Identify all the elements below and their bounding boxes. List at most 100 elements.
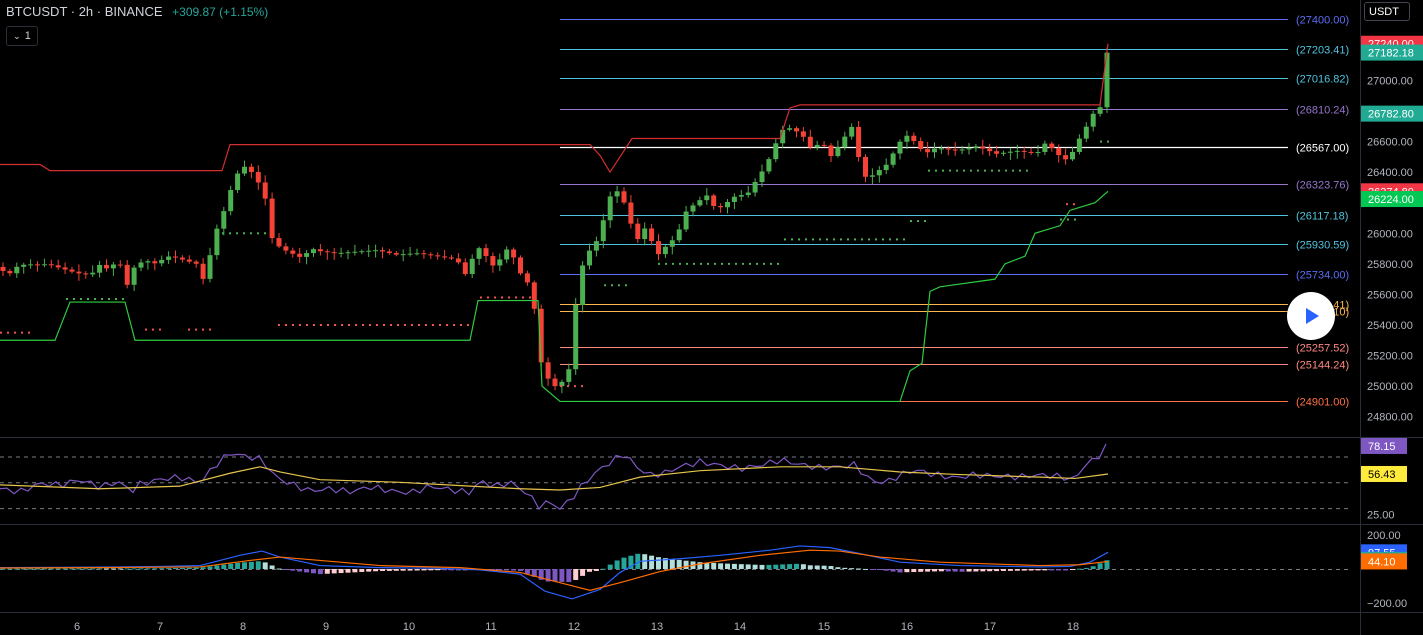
- macd-bar: [897, 569, 903, 573]
- candle-body: [476, 248, 482, 259]
- candle-body: [656, 241, 661, 255]
- candle-body: [1104, 52, 1110, 108]
- macd-bar: [214, 565, 220, 569]
- psar-dot-up: [679, 262, 681, 265]
- candle-body: [173, 256, 178, 258]
- candle-body: [373, 250, 379, 252]
- candle-body: [242, 166, 247, 174]
- macd-bar: [117, 568, 123, 570]
- level-label: (26567.00): [1296, 143, 1349, 155]
- psar-dot-down: [376, 324, 378, 326]
- candle-body: [117, 264, 123, 266]
- candle-body: [407, 253, 413, 255]
- candle-body: [449, 257, 454, 259]
- psar-dot-down: [0, 331, 2, 334]
- candle-body: [455, 258, 461, 263]
- psar-dot-down: [334, 324, 336, 326]
- psar-dot-up: [805, 238, 807, 241]
- candle-body: [911, 135, 917, 141]
- psar-dot-down: [390, 324, 392, 326]
- level-label: (25257.52): [1296, 343, 1349, 355]
- chevron-down-icon: ⌄: [13, 30, 21, 41]
- macd-bar: [48, 568, 54, 570]
- psar-dot-up: [94, 298, 96, 301]
- macd-bar: [207, 566, 213, 569]
- psar-dot-down: [515, 296, 517, 299]
- candle-body: [628, 202, 634, 224]
- macd-bar: [869, 569, 875, 570]
- symbol-label[interactable]: BTCUSDT · 2h · BINANCE: [6, 4, 163, 19]
- psar-dot-up: [1107, 140, 1109, 143]
- psar-dot-down: [159, 328, 161, 331]
- psar-dot-up: [770, 262, 772, 265]
- currency-button[interactable]: USDT: [1364, 2, 1410, 21]
- macd-bar: [980, 569, 986, 572]
- psar-dot-down: [285, 324, 287, 326]
- candle-body: [876, 170, 882, 176]
- macd-bar: [407, 569, 413, 571]
- psar-dot-up: [868, 238, 870, 241]
- level-label: (25734.00): [1296, 270, 1349, 282]
- candle-body: [621, 191, 627, 203]
- macd-bar: [952, 569, 958, 572]
- candle-body: [28, 264, 34, 266]
- time-tick-label: 12: [568, 621, 580, 633]
- candle-body: [897, 141, 903, 154]
- price-tick-label: 24800.00: [1367, 412, 1413, 424]
- psar-dot-down: [320, 324, 322, 326]
- macd-bar: [166, 568, 172, 570]
- candle-body: [945, 148, 951, 150]
- price-tick-label: 26400.00: [1367, 167, 1413, 179]
- psar-dot-up: [693, 262, 695, 265]
- candle-body: [435, 255, 441, 257]
- time-tick-label: 13: [651, 621, 663, 633]
- indicators-toggle-button[interactable]: ⌄ 1: [6, 26, 38, 46]
- macd-bar: [435, 569, 441, 571]
- macd-bar: [945, 569, 951, 572]
- candle-body: [952, 149, 958, 151]
- psar-dot-up: [115, 298, 117, 301]
- macd-bar: [752, 564, 758, 569]
- price-tick-label: 25600.00: [1367, 289, 1413, 301]
- macd-bar: [400, 569, 406, 571]
- macd-bar: [504, 569, 510, 571]
- macd-bar: [876, 569, 882, 570]
- psar-dot-down: [480, 296, 482, 299]
- macd-bar: [262, 562, 268, 569]
- candle-body: [731, 196, 737, 202]
- candle-body: [41, 264, 47, 266]
- candle-body: [345, 252, 351, 254]
- psar-dot-down: [467, 324, 469, 326]
- candle-body: [207, 255, 213, 279]
- macd-bar: [904, 569, 910, 573]
- psar-dot-down: [446, 324, 448, 326]
- psar-dot-down: [21, 331, 23, 334]
- play-button[interactable]: [1287, 292, 1335, 340]
- psar-dot-up: [665, 262, 667, 265]
- macd-bar: [856, 568, 862, 570]
- candle-body: [1049, 143, 1055, 148]
- macd-bar: [159, 568, 165, 570]
- candle-body: [145, 261, 151, 263]
- macd-bar: [393, 569, 399, 571]
- candle-body: [973, 146, 979, 148]
- psar-dot-down: [425, 324, 427, 326]
- psar-dot-down: [494, 296, 496, 299]
- macd-bar: [1042, 569, 1048, 571]
- macd-bar: [421, 569, 427, 571]
- candle-body: [124, 264, 130, 285]
- macd-bar: [552, 569, 558, 582]
- psar-dot-up: [625, 284, 627, 287]
- psar-dot-up: [935, 169, 937, 172]
- psar-dot-up: [686, 262, 688, 265]
- level-label: (27016.82): [1296, 74, 1349, 86]
- psar-dot-up: [714, 262, 716, 265]
- psar-dot-down: [581, 385, 583, 388]
- candle-body: [704, 195, 710, 201]
- macd-bar: [614, 560, 620, 569]
- rsi-badge-label: 78.15: [1368, 441, 1396, 453]
- macd-bar: [359, 569, 365, 572]
- macd-bar: [1001, 569, 1006, 571]
- macd-bar: [531, 569, 537, 577]
